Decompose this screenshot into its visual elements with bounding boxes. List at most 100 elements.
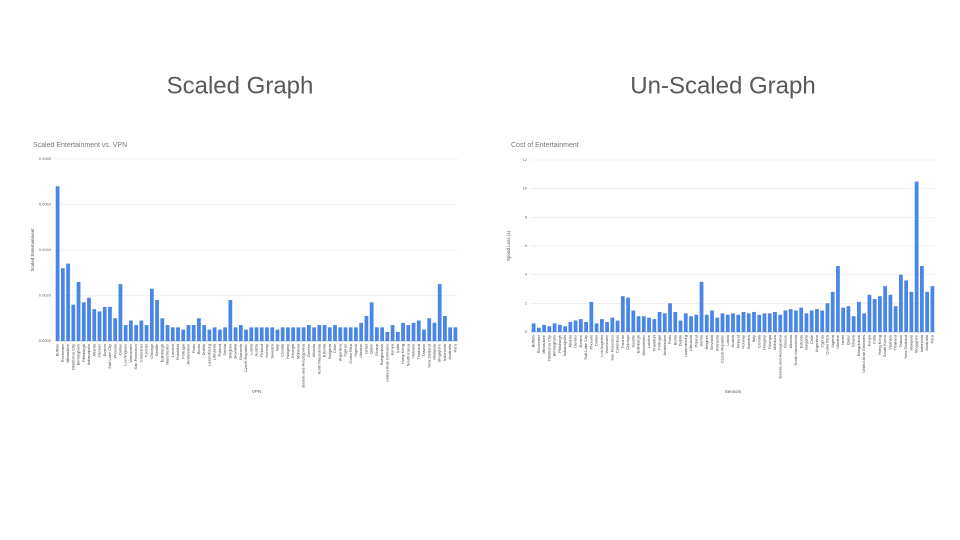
y-tick-label: 0.0080	[39, 156, 52, 161]
x-tick-label: Albania	[788, 334, 793, 348]
bar	[55, 186, 60, 341]
bar	[139, 320, 144, 341]
bar	[448, 327, 453, 341]
bar	[531, 323, 536, 332]
bar	[778, 314, 783, 332]
bar	[254, 327, 259, 341]
x-tick-label: Atlanta	[567, 334, 572, 347]
x-tick-label: Norway	[264, 344, 269, 358]
x-tick-label: Argentina	[814, 334, 819, 352]
bar	[176, 327, 180, 341]
bar	[401, 322, 405, 341]
x-tick-label: Phoenix	[112, 344, 117, 358]
bar	[76, 281, 81, 341]
bar	[704, 314, 709, 332]
y-tick-label: 0.0000	[39, 338, 52, 343]
bar	[809, 310, 814, 332]
x-tick-label: Indianapolis	[86, 344, 91, 365]
x-tick-label: Malaysia	[432, 343, 437, 360]
bar	[265, 327, 269, 341]
x-tick-label: Vietnam	[411, 343, 416, 358]
bar	[683, 313, 688, 332]
bar	[312, 327, 316, 341]
x-tick-label: Sweden	[269, 344, 274, 358]
chart-title: Cost of Entertainment	[511, 142, 579, 149]
bar	[563, 326, 567, 332]
x-tick-label: Hong Kong	[400, 344, 405, 364]
x-tick-label: Austria	[254, 343, 259, 356]
x-tick-label: Finland	[259, 344, 264, 357]
x-tick-label: Rochester	[536, 334, 541, 353]
bar	[673, 311, 678, 332]
bar	[757, 314, 762, 332]
x-tick-label: Croatia	[280, 343, 285, 357]
x-tick-label: Sweden	[746, 335, 751, 349]
x-tick-label: Thailand	[893, 335, 898, 350]
x-tick-label: Pittsburgh	[81, 344, 86, 362]
bar	[291, 327, 296, 341]
x-tick-label: Ukraine	[358, 343, 363, 358]
x-tick-label: Croatia	[756, 334, 761, 348]
x-tick-label: Dublin	[201, 344, 206, 355]
bar	[557, 324, 562, 332]
x-tick-label: Romania	[714, 334, 719, 351]
x-tick-label: Frankfurt	[175, 343, 180, 360]
bar	[170, 327, 175, 341]
x-tick-label: Birmingham	[552, 334, 557, 356]
x-tick-label: Bosnia and Herzegovina	[301, 343, 306, 387]
bar	[244, 329, 248, 341]
x-tick-label: Italy	[274, 344, 279, 351]
x-tick-label: Estonia	[798, 334, 803, 348]
bar	[568, 321, 573, 332]
bar	[160, 318, 165, 341]
bar	[851, 316, 856, 332]
y-tick-label: 12	[523, 157, 528, 162]
y-tick-label: 0.0060	[39, 202, 52, 207]
bar	[594, 323, 599, 332]
x-tick-label: Czech Republic	[243, 344, 248, 372]
x-tick-label: Luxembourg	[683, 335, 688, 357]
bar	[411, 322, 416, 341]
bar	[406, 325, 411, 341]
y-tick-label: 6	[525, 243, 528, 248]
bar	[547, 326, 552, 332]
x-tick-label: Vietnam	[887, 334, 892, 349]
bar	[589, 301, 594, 332]
bar	[689, 316, 693, 332]
bar	[270, 327, 275, 341]
bar	[71, 304, 76, 341]
bar	[280, 327, 285, 341]
x-tick-label: Malaysia	[908, 334, 913, 351]
x-tick-label: Nigeria	[830, 334, 835, 347]
x-tick-label: Norway	[741, 335, 746, 349]
chart-title: Scaled Entertainment vs. VPN	[33, 142, 127, 149]
bar	[123, 325, 128, 341]
x-tick-label: Kenya	[390, 343, 395, 355]
bar	[134, 325, 139, 341]
bar	[725, 314, 730, 332]
bar	[584, 321, 588, 332]
x-tick-label: Boston	[102, 344, 107, 356]
x-tick-label: Poland	[693, 335, 698, 347]
x-tick-label: United Arab Emirates	[861, 335, 866, 373]
bar	[862, 313, 867, 332]
bar	[202, 325, 207, 341]
x-axis-title: Sensors	[725, 389, 742, 394]
bar	[306, 325, 311, 341]
bar	[97, 311, 102, 341]
bar	[715, 317, 720, 332]
x-tick-label: Estonia	[322, 343, 327, 357]
bar	[249, 327, 254, 341]
bar	[327, 327, 332, 341]
slide-title: Un-Scaled Graph	[630, 72, 815, 99]
bar	[181, 329, 186, 341]
bar	[385, 331, 390, 341]
x-tick-label: Moldova	[772, 334, 777, 350]
bar	[919, 266, 924, 332]
x-tick-label: Salt Lake City	[583, 335, 588, 360]
bar	[165, 325, 170, 341]
x-tick-label: Manchester	[165, 343, 170, 365]
bar	[149, 288, 154, 341]
